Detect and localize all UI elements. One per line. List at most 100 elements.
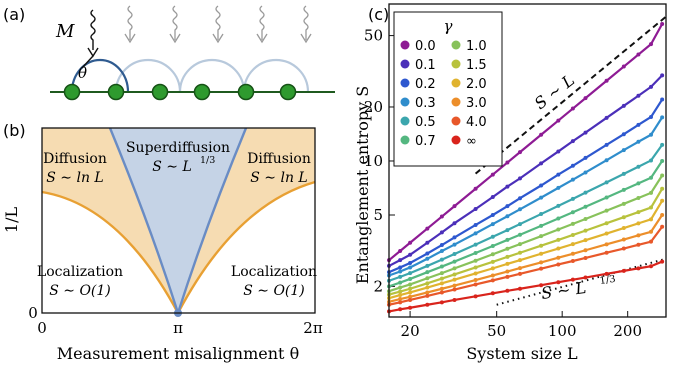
legend-title: γ xyxy=(444,17,453,35)
data-point xyxy=(452,252,457,257)
data-point xyxy=(604,158,609,163)
localization-region-left xyxy=(42,192,178,313)
data-point xyxy=(398,274,403,279)
data-point xyxy=(660,259,665,264)
angle-symbol: θ xyxy=(78,64,87,82)
data-point xyxy=(439,230,444,235)
data-point xyxy=(518,271,523,276)
data-point xyxy=(649,114,654,119)
lattice-site xyxy=(193,83,211,101)
data-point xyxy=(556,172,561,177)
data-point xyxy=(556,149,561,154)
measurement-squiggle xyxy=(90,9,96,50)
entropy-plot: 20 50 100 200 2 5 10 20 50 xyxy=(364,15,667,340)
panel-b-xlabel: Measurement misalignment θ xyxy=(57,344,299,363)
data-point xyxy=(398,248,403,253)
data-point xyxy=(604,221,609,226)
measurement-squiggles-faded xyxy=(124,5,312,44)
data-point xyxy=(583,204,588,209)
data-point xyxy=(490,222,495,227)
data-point xyxy=(408,305,413,310)
data-point xyxy=(621,171,626,176)
data-point xyxy=(439,290,444,295)
lattice-site xyxy=(279,83,297,101)
data-point xyxy=(604,78,609,83)
data-point xyxy=(570,177,575,182)
data-point xyxy=(398,285,403,290)
data-point xyxy=(398,289,403,294)
data-point xyxy=(490,243,495,248)
data-point xyxy=(649,84,654,89)
data-point xyxy=(518,286,523,291)
data-point xyxy=(439,214,444,219)
data-point xyxy=(452,297,457,302)
legend-marker xyxy=(400,40,410,50)
legend-label: 2.0 xyxy=(466,77,487,92)
region-localization-left-name: Localization xyxy=(37,264,123,280)
data-point xyxy=(425,240,430,245)
panel-b-ytick: 0 xyxy=(28,304,38,322)
legend-marker xyxy=(451,116,461,126)
data-point xyxy=(439,281,444,286)
lattice-site xyxy=(151,83,169,101)
data-point xyxy=(604,208,609,213)
data-point xyxy=(425,256,430,261)
data-point xyxy=(604,180,609,185)
lattice-sites xyxy=(63,83,297,101)
data-point xyxy=(398,293,403,298)
data-point xyxy=(621,103,626,108)
x-tick-label: 100 xyxy=(548,322,577,340)
data-point xyxy=(452,221,457,226)
data-point xyxy=(649,158,654,163)
data-point xyxy=(570,242,575,247)
data-point xyxy=(660,97,665,102)
data-point xyxy=(473,231,478,236)
data-point xyxy=(583,216,588,221)
data-point xyxy=(604,142,609,147)
annotation-power-scaling: S ∼ L xyxy=(540,278,587,303)
data-point xyxy=(425,285,430,290)
data-point xyxy=(556,237,561,242)
data-point xyxy=(583,155,588,160)
data-point xyxy=(636,233,641,238)
legend-marker xyxy=(451,78,461,88)
region-diffusion-right-law: S ∼ ln L xyxy=(250,170,307,186)
region-localization-right-name: Localization xyxy=(231,264,317,280)
region-localization-right-law: S ∼ O(1) xyxy=(243,283,305,299)
data-point xyxy=(490,273,495,278)
data-point xyxy=(439,257,444,262)
data-point xyxy=(439,286,444,291)
data-point xyxy=(452,235,457,240)
data-point xyxy=(452,259,457,264)
x-tick-label: 20 xyxy=(401,322,420,340)
data-point xyxy=(505,204,510,209)
panel-c-xlabel: System size L xyxy=(466,344,578,363)
data-point xyxy=(518,232,523,237)
legend-label: 0.7 xyxy=(415,134,436,149)
data-point xyxy=(518,176,523,181)
data-point xyxy=(425,290,430,295)
data-point xyxy=(408,271,413,276)
measurement-direction xyxy=(81,55,94,69)
legend-label: 0.3 xyxy=(415,96,436,111)
diffusion-boundary-left xyxy=(41,190,180,314)
superdiffusion-boundary-right xyxy=(176,127,248,314)
data-point xyxy=(604,250,609,255)
data-point xyxy=(408,282,413,287)
data-point xyxy=(473,186,478,191)
data-point xyxy=(649,229,654,234)
panel-b: (b) Diffusion S ∼ ln L Superdiffusion S … xyxy=(2,121,323,363)
data-point xyxy=(604,271,609,276)
data-point xyxy=(425,263,430,268)
legend-label: 1.5 xyxy=(466,58,487,73)
data-point xyxy=(556,246,561,251)
data-point xyxy=(621,215,626,220)
data-point xyxy=(518,196,523,201)
data-point xyxy=(490,266,495,271)
data-point xyxy=(439,264,444,269)
data-point xyxy=(505,184,510,189)
data-point xyxy=(473,206,478,211)
region-superdiffusion-exponent: 1/3 xyxy=(200,155,215,166)
data-point xyxy=(439,276,444,281)
data-point xyxy=(621,226,626,231)
